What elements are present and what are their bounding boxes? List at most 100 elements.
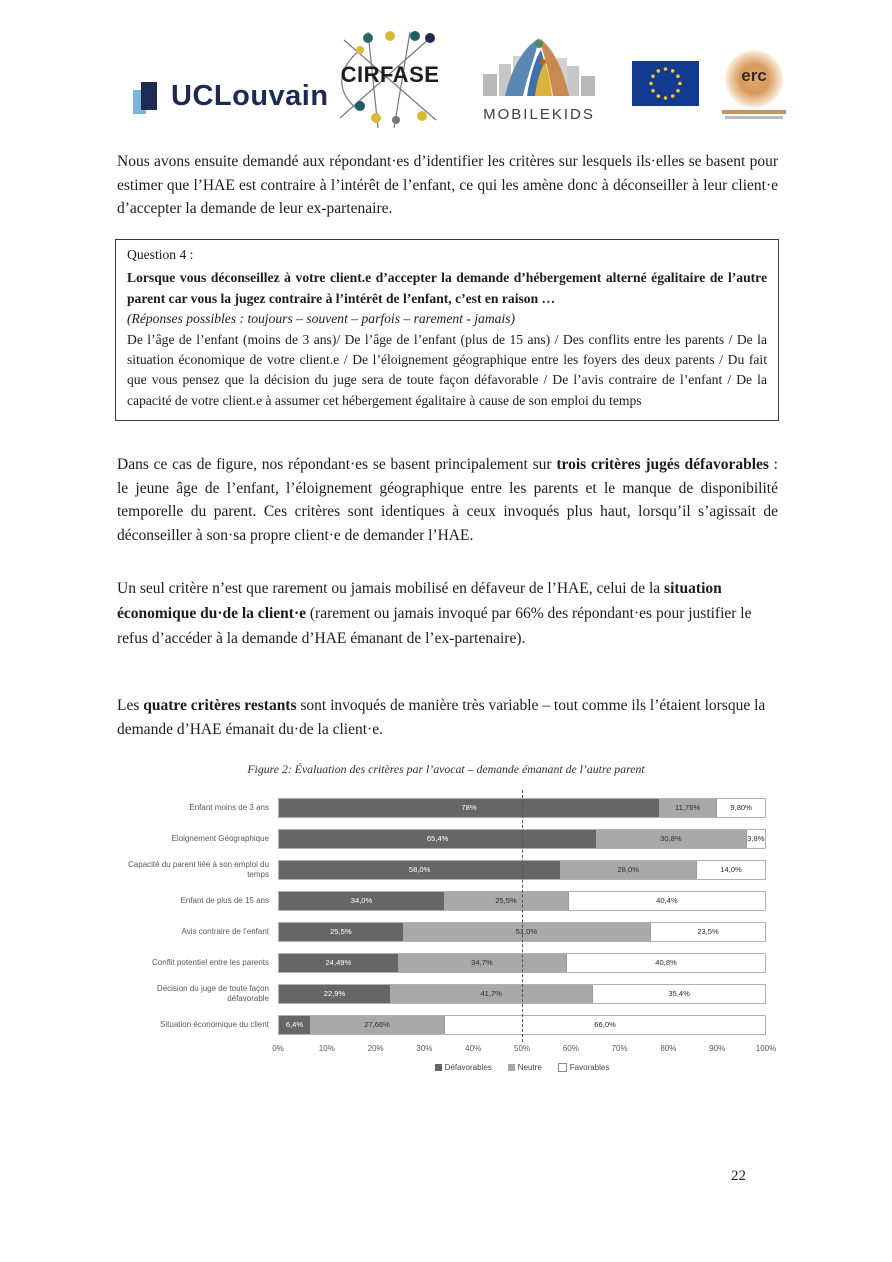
chart-value-label: 35,4%: [668, 989, 690, 998]
chart-value-label: 6,4%: [285, 1020, 304, 1029]
chart-segment-favorables: 14,0%: [696, 860, 765, 879]
chart-category-label: Conflit potentiel entre les parents: [152, 957, 269, 967]
chart-segment-défavorables: 65,4%: [279, 829, 597, 848]
uclouvain-mark-icon: [133, 78, 163, 114]
chart-segment-défavorables: 34,0%: [279, 891, 445, 910]
chart-value-label: 11,76%: [675, 803, 701, 812]
chart-value-label: 58,0%: [408, 865, 431, 874]
chart-rows: Enfant moins de 3 ans 78% 11,76% 9,80% Eloig…: [128, 790, 766, 1042]
legend-swatch-icon: [507, 1064, 515, 1071]
figure2-stacked-bar-chart: Enfant moins de 3 ans 78% 11,76% 9,80% Eloig…: [128, 790, 776, 1072]
chart-value-label: 22,9%: [323, 989, 346, 998]
chart-category-label: Situation économique du client: [160, 1019, 269, 1029]
chart-value-label: 25,5%: [495, 896, 517, 905]
question-bold-text: Lorsque vous déconseillez à votre client…: [127, 270, 767, 306]
chart-category-label: Avis contraire de l’enfant: [181, 926, 269, 936]
paragraph-intro-text: Nous avons ensuite demandé aux répondant…: [117, 153, 778, 218]
uclouvain-logo-text: UCLouvain: [171, 79, 329, 112]
chart-row: Eloignement Géographique 65,4% 30,8% 3,8%: [128, 823, 766, 854]
figure-caption: Figure 2: Évaluation des critères par l’…: [247, 762, 645, 776]
p2-post: : le jeune âge de l’enfant, l’éloignemen…: [117, 456, 778, 544]
chart-segment-défavorables: 6,4%: [279, 1015, 311, 1034]
chart-segment-défavorables: 25,5%: [279, 922, 403, 941]
chart-segment-neutre: 41,7%: [390, 984, 593, 1003]
p3-pre: Un seul critère n’est que rarement ou ja…: [117, 580, 665, 597]
p2-bold: trois critères jugés défavorables: [556, 456, 769, 473]
p4-bold: quatre critères restants: [143, 697, 297, 714]
chart-value-label: 14,0%: [720, 865, 742, 874]
chart-bar-track: 58,0% 28,0% 14,0%: [278, 859, 766, 880]
question-criteria-list: De l’âge de l’enfant (moins de 3 ans)/ D…: [127, 331, 767, 408]
chart-segment-favorables: 35,4%: [592, 984, 765, 1003]
chart-row: Avis contraire de l’enfant 25,5% 51,0% 23,5…: [128, 916, 766, 947]
erc-subtitle-line: [722, 110, 786, 114]
question-response-options: (Réponses possibles : toujours – souvent…: [127, 311, 516, 327]
chart-segment-favorables: 9,80%: [716, 798, 765, 817]
chart-value-label: 27,66%: [364, 1020, 390, 1029]
chart-segment-neutre: 28,0%: [560, 860, 697, 879]
chart-segment-favorables: 40,4%: [567, 891, 765, 910]
chart-category-label: Décision du juge de toute façon défavora…: [156, 983, 269, 1003]
chart-value-label: 41,7%: [480, 989, 502, 998]
p3-post: (rarement ou jamais invoqué par 66% des …: [117, 604, 752, 647]
erc-subtitle-line2: [725, 116, 783, 119]
chart-value-label: 30,8%: [660, 834, 682, 843]
legend-item-neutre: Neutre: [507, 1063, 542, 1072]
legend-label: Défavorables: [444, 1063, 492, 1072]
chart-x-tick: 100%: [755, 1044, 777, 1053]
page-number: 22: [731, 1168, 746, 1184]
chart-row: Situation économique du client 6,4% 27,66%…: [128, 1009, 766, 1040]
chart-category-label: Enfant moins de 3 ans: [189, 802, 269, 812]
eu-flag: [632, 61, 699, 106]
chart-value-label: 51,0%: [515, 927, 538, 936]
paragraph-economic-situation: Un seul critère n’est que rarement ou ja…: [117, 577, 778, 651]
chart-x-tick: 30%: [416, 1044, 433, 1053]
chart-segment-neutre: 51,0%: [402, 922, 651, 941]
chart-segment-favorables: 3,8%: [745, 829, 766, 848]
chart-x-tick: 20%: [367, 1044, 384, 1053]
cirfase-network-icon: CIRFASE: [339, 31, 439, 129]
chart-category-label: Capacité du parent liée à son emploi du …: [128, 859, 269, 879]
chart-segment-neutre: 11,76%: [658, 798, 717, 817]
erc-sunburst-icon: erc: [725, 50, 783, 108]
chart-x-tick: 50%: [513, 1044, 531, 1053]
p4-pre: Les: [117, 697, 144, 714]
mobilekids-arches-icon: [483, 38, 595, 96]
chart-x-tick: 70%: [611, 1044, 628, 1053]
chart-value-label: 23,5%: [697, 927, 719, 936]
chart-segment-défavorables: 58,0%: [279, 860, 561, 879]
chart-category-label: Enfant de plus de 15 ans: [180, 895, 269, 905]
question-title: Question 4 :: [127, 247, 194, 262]
chart-value-label: 25,5%: [330, 927, 352, 936]
chart-value-label: 65,4%: [426, 834, 449, 843]
legend-swatch-icon: [434, 1064, 442, 1071]
chart-value-label: 9,80%: [730, 803, 752, 812]
chart-value-label: 66,0%: [594, 1020, 616, 1029]
erc-logo: erc: [713, 50, 795, 122]
p2-pre: Dans ce cas de figure, nos répondant·es …: [117, 456, 557, 473]
chart-category-label: Eloignement Géographique: [171, 833, 269, 843]
chart-x-tick: 60%: [562, 1044, 579, 1053]
chart-value-label: 78%: [461, 803, 477, 812]
chart-row: Décision du juge de toute façon défavora…: [128, 978, 766, 1009]
chart-segment-neutre: 34,7%: [397, 953, 567, 972]
legend-item-défavorables: Défavorables: [434, 1063, 492, 1072]
chart-x-tick: 80%: [660, 1044, 677, 1053]
paragraph-intro: Nous avons ensuite demandé aux répondant…: [117, 150, 778, 221]
p4-post: sont invoqués de manière très variable –…: [117, 697, 766, 738]
chart-value-label: 40,4%: [656, 896, 678, 905]
chart-value-label: 28,0%: [617, 865, 639, 874]
chart-segment-favorables: 66,0%: [444, 1015, 765, 1034]
chart-segment-neutre: 27,66%: [310, 1015, 445, 1034]
chart-value-label: 3,8%: [747, 834, 765, 843]
legend-swatch-icon: [557, 1063, 567, 1072]
legend-label: Favorables: [569, 1063, 610, 1072]
chart-row: Conflit potentiel entre les parents 24,49…: [128, 947, 766, 978]
legend-item-favorables: Favorables: [557, 1063, 610, 1072]
uclouvain-logo: UCLouvain: [133, 78, 329, 114]
chart-legend: Défavorables Neutre Favorables: [278, 1063, 766, 1072]
chart-x-tick: 40%: [465, 1044, 482, 1053]
header-logos: UCLouvain CIRFASE: [117, 28, 786, 133]
mobilekids-logo-text: MOBILEKIDS: [483, 106, 595, 123]
